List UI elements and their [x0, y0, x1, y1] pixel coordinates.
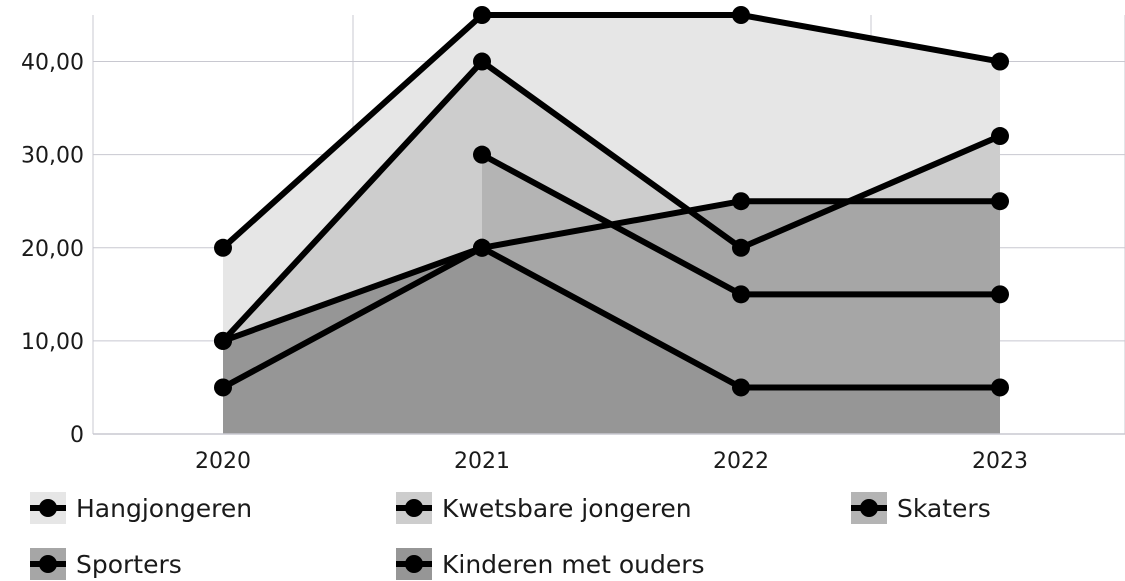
series-points	[214, 6, 1009, 397]
line-series-0	[220, 12, 1001, 251]
y-tick-label: 0	[70, 423, 84, 448]
legend-label: Sporters	[76, 550, 182, 579]
point-series-3	[732, 192, 750, 211]
axes: 0 10,00 20,00 30,00 40,00 2020 2021 2022 2023	[21, 51, 1125, 474]
legend-label: Skaters	[897, 494, 991, 523]
y-tick-label: 40,00	[21, 51, 84, 76]
point-series-0	[991, 52, 1009, 71]
x-tick-label: 2020	[195, 449, 251, 474]
point-series-4	[473, 238, 491, 257]
point-series-0	[473, 6, 491, 24]
point-series-4	[732, 378, 750, 397]
point-series-3	[214, 378, 232, 397]
point-series-0	[732, 6, 750, 24]
legend-item[interactable]: Skaters	[851, 492, 991, 524]
legend-marker	[405, 555, 423, 573]
x-tick-label: 2022	[713, 449, 769, 474]
y-tick-label: 30,00	[21, 144, 84, 169]
line-series-3	[221, 198, 1000, 391]
legend-item[interactable]: Sporters	[30, 548, 182, 580]
legend-item[interactable]: Hangjongeren	[30, 492, 252, 524]
legend-marker	[39, 555, 57, 573]
y-tick-label: 10,00	[21, 330, 84, 355]
point-series-1	[473, 52, 491, 71]
legend-marker	[405, 499, 423, 517]
point-series-3	[991, 192, 1009, 211]
point-series-2	[732, 285, 750, 304]
legend-marker	[860, 499, 878, 517]
point-series-0	[214, 238, 232, 257]
point-series-4	[214, 331, 232, 350]
point-series-1	[732, 238, 750, 257]
legend-item[interactable]: Kwetsbare jongeren	[396, 492, 692, 524]
line-series-4	[221, 244, 1000, 391]
point-series-4	[991, 378, 1009, 397]
point-series-2	[473, 145, 491, 164]
point-series-1	[991, 127, 1009, 146]
legend-label: Kwetsbare jongeren	[442, 494, 692, 523]
x-tick-label: 2023	[972, 449, 1028, 474]
series-lines	[220, 12, 1002, 391]
legend[interactable]: Hangjongeren Kwetsbare jongeren Skaters Spo…	[30, 492, 991, 580]
legend-item[interactable]: Kinderen met ouders	[396, 548, 705, 580]
point-series-2	[991, 285, 1009, 304]
legend-label: Hangjongeren	[76, 494, 252, 523]
legend-label: Kinderen met ouders	[442, 550, 705, 579]
line-series-1	[220, 58, 1002, 343]
x-tick-label: 2021	[454, 449, 510, 474]
y-tick-label: 20,00	[21, 237, 84, 262]
legend-marker	[39, 499, 57, 517]
